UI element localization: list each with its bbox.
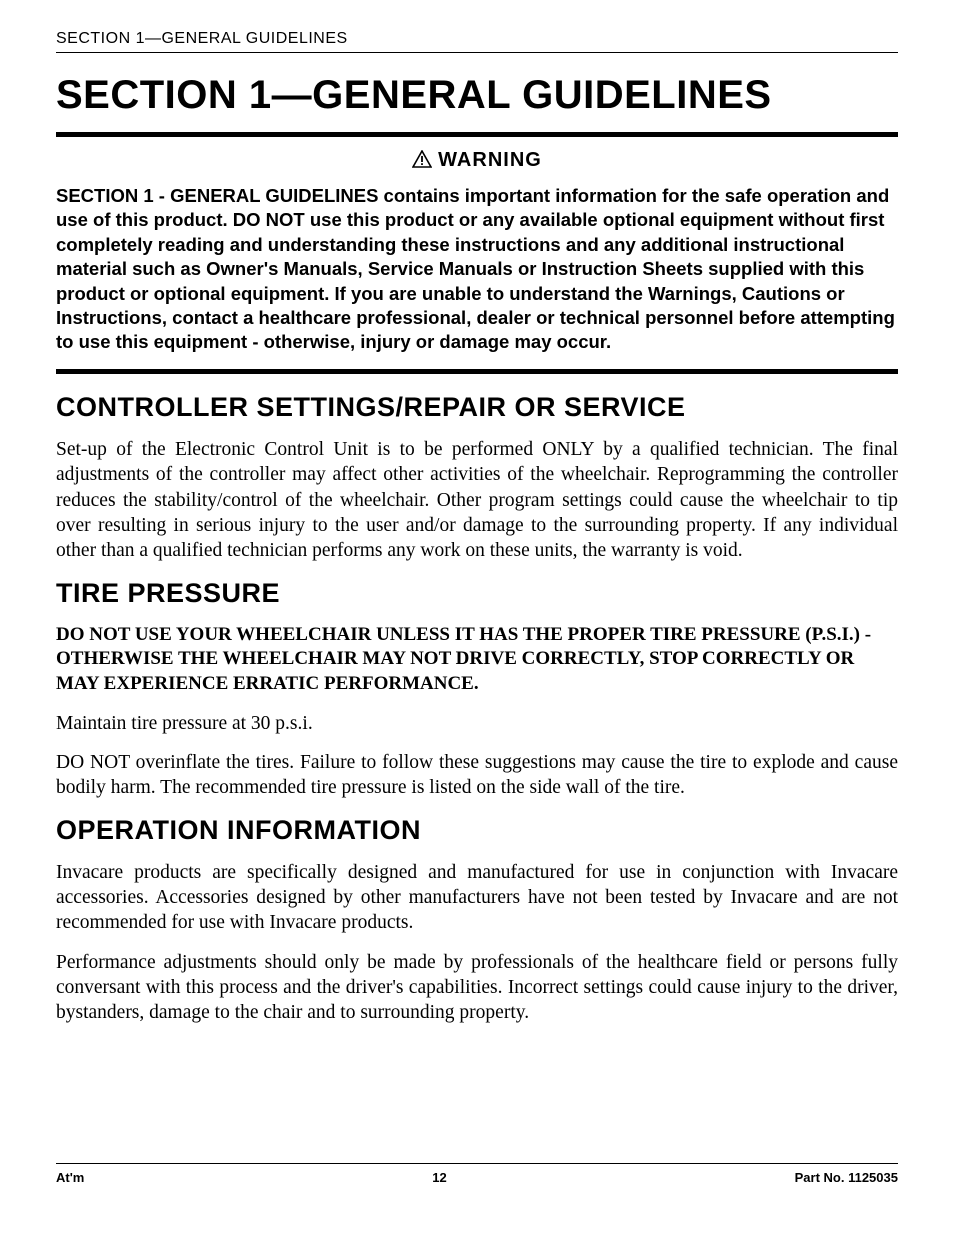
subheading-tire: TIRE PRESSURE xyxy=(56,578,898,609)
warning-body: SECTION 1 - GENERAL GUIDELINES contains … xyxy=(56,184,898,355)
paragraph: Performance adjustments should only be m… xyxy=(56,950,898,1026)
warning-label: WARNING xyxy=(438,149,542,171)
footer-left: At'm xyxy=(56,1170,84,1185)
warning-heading: WARNING xyxy=(56,149,898,174)
paragraph: DO NOT overinflate the tires. Failure to… xyxy=(56,750,898,801)
footer-page-number: 12 xyxy=(432,1170,446,1185)
paragraph-bold: DO NOT USE YOUR WHEELCHAIR UNLESS IT HAS… xyxy=(56,623,898,697)
divider-rule xyxy=(56,369,898,374)
paragraph: Set-up of the Electronic Control Unit is… xyxy=(56,437,898,564)
page-footer: At'm 12 Part No. 1125035 xyxy=(56,1163,898,1185)
paragraph: Maintain tire pressure at 30 p.s.i. xyxy=(56,711,898,736)
manual-page: SECTION 1—GENERAL GUIDELINES SECTION 1—G… xyxy=(0,0,954,1235)
section-title: SECTION 1—GENERAL GUIDELINES xyxy=(56,73,898,118)
footer-right: Part No. 1125035 xyxy=(795,1170,898,1185)
subheading-controller: CONTROLLER SETTINGS/REPAIR OR SERVICE xyxy=(56,392,898,423)
subheading-operation: OPERATION INFORMATION xyxy=(56,815,898,846)
paragraph: Invacare products are specifically desig… xyxy=(56,860,898,936)
warning-icon xyxy=(412,150,432,174)
running-header: SECTION 1—GENERAL GUIDELINES xyxy=(56,30,898,53)
divider-rule xyxy=(56,132,898,137)
